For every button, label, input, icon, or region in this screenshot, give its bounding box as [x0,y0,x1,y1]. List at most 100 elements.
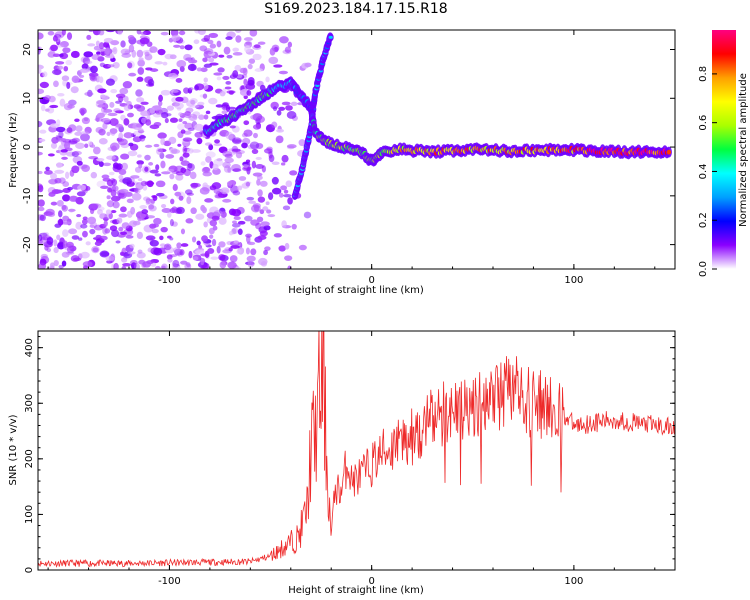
noise-blob [60,149,68,153]
noise-blob [284,46,291,54]
noise-blob [199,45,208,52]
noise-blob [190,99,196,105]
noise-blob [267,214,276,218]
noise-blob [58,264,64,269]
noise-blob [132,220,141,226]
noise-blob [209,185,217,191]
noise-blob [223,46,231,55]
noise-blob [70,255,80,262]
noise-blob [145,235,156,241]
noise-blob [209,219,218,227]
noise-blob [286,111,297,119]
noise-blob [64,171,70,179]
noise-blob [148,82,153,86]
noise-blob [182,152,190,158]
noise-blob [110,177,116,183]
noise-blob [110,189,117,197]
noise-blob [81,117,90,125]
noise-blob [255,156,262,161]
noise-blob [130,206,136,215]
colorbar-tick-label: 0.4 [698,163,709,179]
noise-blob [55,61,65,65]
noise-blob [232,51,243,56]
noise-blob [253,44,261,49]
noise-blob [238,176,247,181]
noise-blob [179,45,185,50]
noise-blob [98,138,108,145]
noise-blob [178,195,184,201]
noise-blob [287,197,293,205]
noise-blob [226,54,233,59]
noise-blob [81,164,90,173]
noise-blob [222,198,232,203]
spectrogram-marks [38,30,672,269]
noise-blob [171,34,181,42]
noise-blob [102,122,108,130]
noise-blob [53,239,58,247]
colorbar: 0.0 0.2 0.4 0.6 0.8 Normalized spectral ampl… [698,30,749,277]
noise-blob [110,88,118,94]
noise-blob [213,143,222,147]
noise-blob [263,148,273,154]
noise-blob [226,90,236,94]
noise-blob [127,150,138,157]
noise-blob [61,260,67,267]
noise-blob [149,169,159,174]
noise-blob [194,30,201,34]
noise-blob [154,265,161,269]
noise-blob [207,248,215,254]
noise-blob [236,206,245,215]
noise-blob [105,255,115,262]
noise-blob [71,137,80,143]
noise-blob [38,238,41,246]
noise-blob [244,215,253,222]
noise-blob [169,219,174,227]
noise-blob [145,215,156,219]
noise-blob [86,34,92,40]
noise-blob [62,181,70,188]
noise-blob [141,209,149,214]
x-tick-label: 100 [564,275,583,286]
noise-blob [273,233,282,238]
y-tick-label: -20 [22,236,33,252]
noise-blob [267,192,274,201]
noise-blob [180,129,186,134]
noise-blob [97,88,107,94]
noise-blob [179,156,184,162]
noise-blob [255,115,266,123]
noise-blob [261,165,266,173]
noise-blob [39,214,46,222]
noise-blob [208,32,219,38]
noise-blob [127,251,136,255]
noise-blob [200,258,205,266]
noise-blob [243,95,248,100]
noise-blob [214,194,224,199]
noise-blob [96,51,101,55]
noise-blob [136,97,145,103]
noise-blob [99,213,108,220]
noise-blob [148,162,154,166]
noise-blob [289,170,298,176]
noise-blob [99,62,106,68]
noise-blob [174,102,184,110]
noise-blob [203,48,214,55]
noise-blob [137,178,143,182]
noise-blob [219,90,226,97]
noise-blob [159,235,164,241]
noise-blob [153,122,162,127]
noise-blob [54,169,65,174]
noise-blob [70,86,79,94]
noise-blob [232,70,239,78]
noise-blob [227,166,232,174]
noise-blob [185,218,194,224]
noise-blob [129,243,135,249]
noise-blob [160,112,169,119]
noise-blob [110,129,116,136]
noise-blob [210,256,219,260]
noise-blob [152,113,162,118]
noise-blob [57,218,64,226]
x-tick-label: 100 [564,576,583,587]
noise-blob [182,145,187,154]
